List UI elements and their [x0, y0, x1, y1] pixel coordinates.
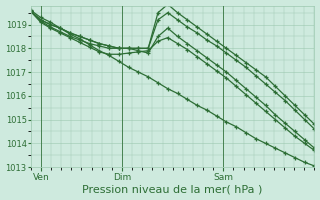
X-axis label: Pression niveau de la mer( hPa ): Pression niveau de la mer( hPa ): [83, 184, 263, 194]
